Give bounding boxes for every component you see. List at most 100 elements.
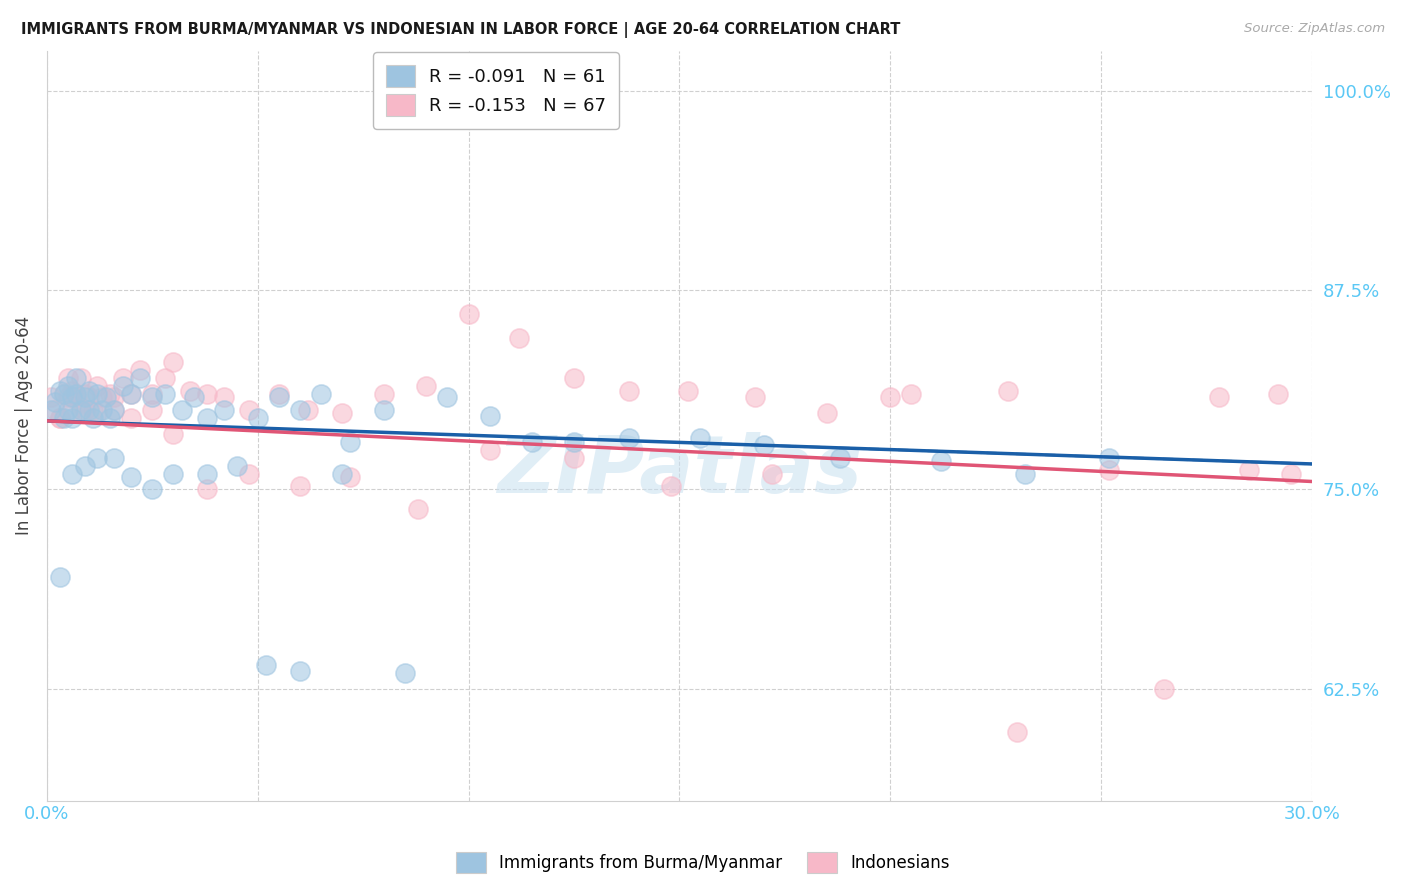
Point — [1005, 725, 1028, 739]
Point — [94, 390, 117, 404]
Point — [900, 386, 922, 401]
Point — [69, 402, 91, 417]
Point — [436, 390, 458, 404]
Point — [44, 402, 66, 417]
Point — [997, 384, 1019, 398]
Text: ZIPatlas: ZIPatlas — [496, 432, 862, 509]
Point — [141, 402, 163, 417]
Point — [1014, 467, 1036, 481]
Point — [267, 386, 290, 401]
Point — [179, 384, 201, 398]
Point — [457, 307, 479, 321]
Point — [212, 390, 235, 404]
Point — [288, 479, 311, 493]
Point — [339, 469, 361, 483]
Point — [162, 355, 184, 369]
Point — [77, 384, 100, 398]
Point — [52, 386, 75, 401]
Point — [212, 402, 235, 417]
Point — [73, 390, 96, 404]
Point — [111, 378, 134, 392]
Point — [879, 390, 901, 404]
Point — [659, 479, 682, 493]
Point — [1098, 450, 1121, 465]
Point — [86, 450, 108, 465]
Point — [562, 434, 585, 449]
Point — [339, 434, 361, 449]
Point — [761, 467, 783, 481]
Point — [86, 406, 108, 420]
Point — [48, 410, 70, 425]
Point — [562, 371, 585, 385]
Point — [90, 402, 112, 417]
Point — [828, 450, 851, 465]
Point — [153, 386, 176, 401]
Point — [73, 402, 96, 417]
Point — [52, 386, 75, 401]
Point — [98, 386, 121, 401]
Point — [815, 406, 838, 420]
Point — [744, 390, 766, 404]
Point — [288, 402, 311, 417]
Point — [60, 390, 83, 404]
Point — [65, 371, 87, 385]
Point — [520, 434, 543, 449]
Point — [120, 410, 142, 425]
Point — [48, 384, 70, 398]
Point — [478, 409, 501, 423]
Legend: Immigrants from Burma/Myanmar, Indonesians: Immigrants from Burma/Myanmar, Indonesia… — [449, 846, 957, 880]
Point — [1237, 463, 1260, 477]
Point — [77, 402, 100, 417]
Point — [69, 402, 91, 417]
Point — [246, 410, 269, 425]
Point — [60, 467, 83, 481]
Point — [65, 390, 87, 404]
Text: Source: ZipAtlas.com: Source: ZipAtlas.com — [1244, 22, 1385, 36]
Point — [103, 402, 125, 417]
Point — [1267, 386, 1289, 401]
Point — [48, 570, 70, 584]
Point — [60, 402, 83, 417]
Point — [195, 467, 218, 481]
Point — [752, 438, 775, 452]
Point — [103, 390, 125, 404]
Point — [394, 665, 416, 680]
Point — [406, 501, 429, 516]
Point — [617, 384, 640, 398]
Point — [98, 410, 121, 425]
Point — [73, 458, 96, 473]
Point — [689, 431, 711, 445]
Point — [120, 386, 142, 401]
Point — [267, 390, 290, 404]
Point — [297, 402, 319, 417]
Point — [238, 467, 260, 481]
Point — [1098, 463, 1121, 477]
Point — [44, 394, 66, 409]
Text: IMMIGRANTS FROM BURMA/MYANMAR VS INDONESIAN IN LABOR FORCE | AGE 20-64 CORRELATI: IMMIGRANTS FROM BURMA/MYANMAR VS INDONES… — [21, 22, 900, 38]
Point — [254, 658, 277, 673]
Point — [238, 402, 260, 417]
Point — [86, 378, 108, 392]
Point — [48, 410, 70, 425]
Point — [183, 390, 205, 404]
Point — [1153, 681, 1175, 696]
Point — [288, 665, 311, 679]
Point — [141, 483, 163, 497]
Point — [111, 371, 134, 385]
Point — [90, 390, 112, 404]
Point — [195, 386, 218, 401]
Legend: R = -0.091   N = 61, R = -0.153   N = 67: R = -0.091 N = 61, R = -0.153 N = 67 — [373, 53, 619, 128]
Point — [170, 402, 193, 417]
Point — [373, 402, 395, 417]
Point — [60, 390, 83, 404]
Point — [77, 390, 100, 404]
Point — [309, 386, 332, 401]
Point — [153, 371, 176, 385]
Point — [103, 450, 125, 465]
Point — [330, 406, 353, 420]
Point — [52, 410, 75, 425]
Point — [39, 402, 62, 417]
Point — [128, 371, 150, 385]
Point — [1208, 390, 1230, 404]
Point — [676, 384, 699, 398]
